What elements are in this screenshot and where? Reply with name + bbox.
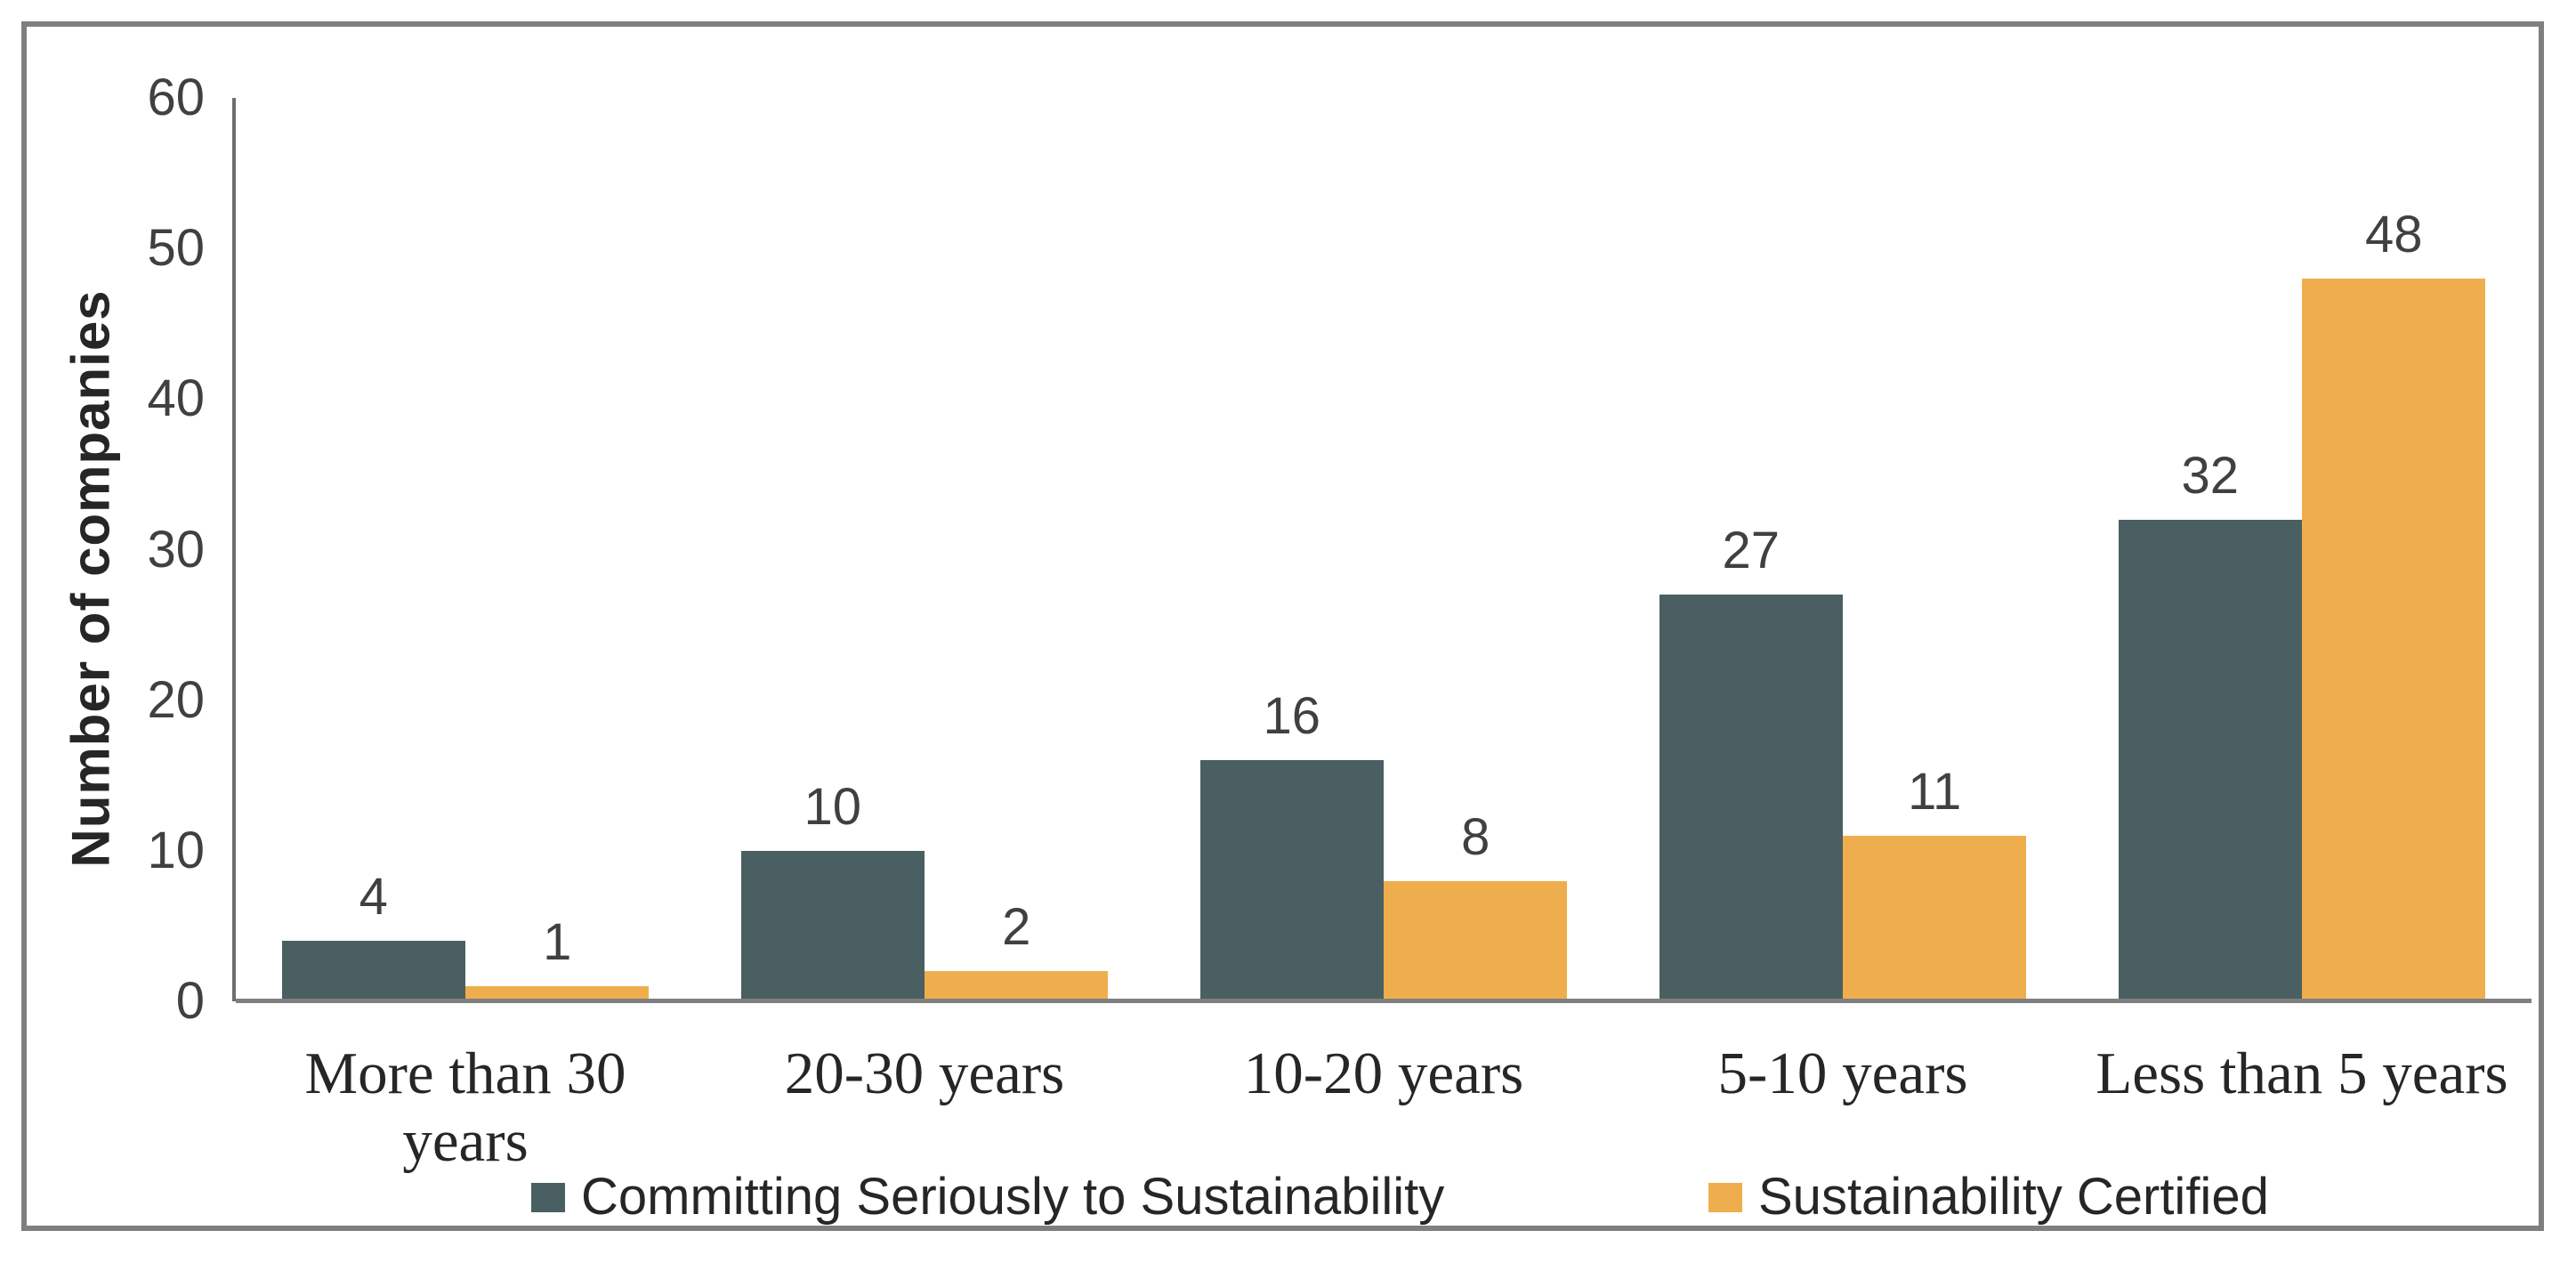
x-axis-label: 20-30 years <box>784 1040 1065 1106</box>
bar-series2-cat1 <box>465 986 650 1001</box>
legend-swatch-icon <box>531 1182 565 1212</box>
y-axis-tick-label: 50 <box>147 219 205 278</box>
bar-series1-cat2 <box>740 850 925 1001</box>
plot-area: 4 1 10 2 16 8 27 11 32 48 <box>236 98 2532 1001</box>
bar-value-label: 48 <box>2364 206 2423 263</box>
y-axis-tick-label: 30 <box>147 520 205 579</box>
bar-series2-cat5 <box>2302 279 2486 1001</box>
x-axis-label: 10-20 years <box>1243 1040 1524 1106</box>
y-axis-line <box>232 98 236 1001</box>
y-axis-tick-label: 60 <box>147 69 205 126</box>
bar-series2-cat4 <box>1843 835 2027 1001</box>
legend-item: Committing Seriously to Sustainability <box>531 1168 1444 1227</box>
bar-value-label: 16 <box>1263 687 1321 746</box>
y-axis-tick-label: 20 <box>147 670 205 729</box>
bar-value-label: 27 <box>1722 522 1781 580</box>
legend-item: Sustainability Certified <box>1708 1168 2269 1227</box>
legend-label: Committing Seriously to Sustainability <box>581 1168 1445 1226</box>
x-axis-label: More than 30 years <box>304 1040 626 1174</box>
bar-series2-cat2 <box>925 971 1109 1001</box>
bar-value-label: 10 <box>803 777 862 836</box>
legend-swatch-icon <box>1708 1182 1742 1212</box>
bar-series1-cat1 <box>281 941 465 1001</box>
legend-label: Sustainability Certified <box>1758 1168 2269 1226</box>
y-axis-tick-label: 40 <box>147 369 205 428</box>
x-axis-label: Less than 5 years <box>2096 1040 2508 1106</box>
y-axis-tick-label: 0 <box>175 972 205 1030</box>
x-axis-line <box>236 999 2532 1003</box>
bar-value-label: 1 <box>543 913 572 972</box>
y-axis-tick-label: 10 <box>147 821 205 879</box>
bar-series1-cat4 <box>1659 595 1843 1001</box>
bar-value-label: 4 <box>359 868 388 927</box>
bar-value-label: 2 <box>1002 898 1031 957</box>
bar-series2-cat3 <box>1384 880 1568 1001</box>
bar-value-label: 32 <box>2181 446 2240 505</box>
bar-series1-cat5 <box>2118 519 2302 1001</box>
bar-value-label: 11 <box>1908 762 1962 821</box>
x-axis-label: 5-10 years <box>1717 1040 1968 1106</box>
bar-series1-cat3 <box>1199 760 1384 1001</box>
bar-value-label: 8 <box>1461 807 1490 866</box>
